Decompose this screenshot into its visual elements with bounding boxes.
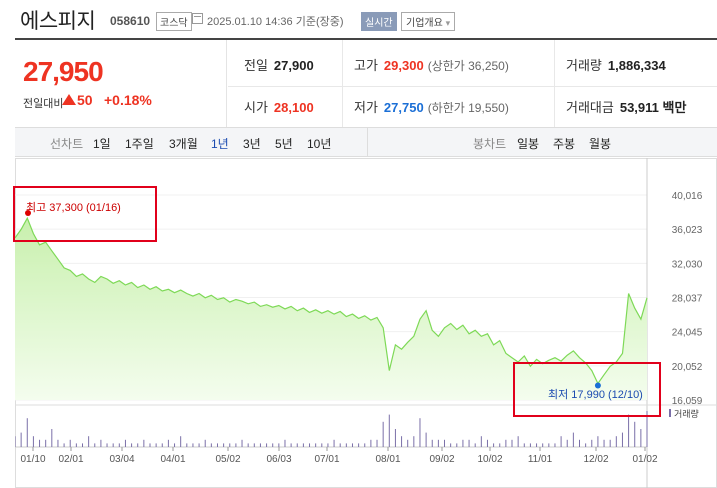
high-annotation-box (13, 186, 157, 242)
stat-low: 저가 27,750 (하한가 19,550) (354, 97, 509, 116)
x-tick-label: 02/01 (58, 454, 83, 465)
stat-label: 시가 (244, 100, 268, 115)
x-tick-label: 11/01 (528, 454, 553, 465)
current-price: 27,950 (23, 56, 104, 87)
change-value: 50 (77, 92, 93, 108)
volume-label: 거래량 (674, 408, 699, 419)
stat-value: 28,100 (273, 100, 314, 115)
x-tick-label: 09/02 (429, 454, 454, 465)
stats-divider (342, 40, 343, 127)
high-label: 최고 37,300 (01/16) (26, 202, 121, 214)
price-chart[interactable]: 40,016 36,023 32,030 28,037 24,045 20,052 16,0… (15, 158, 717, 488)
chart-period-tabs: 선차트 1일 1주일 3개월 1년 3년 5년 10년 봉차트 일봉 주봉 월봉 (15, 127, 717, 157)
y-tick-label: 40,016 (672, 191, 703, 202)
realtime-button[interactable]: 실시간 (361, 12, 397, 31)
low-marker (594, 382, 601, 389)
low-label: 최저 17,990 (12/10) (548, 389, 643, 401)
x-tick-label: 08/01 (375, 454, 400, 465)
up-arrow-icon (62, 94, 76, 105)
overview-label: 기업개요 (406, 18, 443, 29)
x-tick-label: 10/02 (477, 454, 502, 465)
stats-divider (554, 40, 555, 127)
tab-3m[interactable]: 3개월 (169, 137, 198, 151)
stat-label: 거래대금 (566, 100, 614, 115)
y-tick-label: 32,030 (672, 259, 703, 270)
chevron-down-icon: ▾ (445, 18, 451, 28)
tab-1d[interactable]: 1일 (93, 137, 111, 151)
stat-open: 시가 28,100 (244, 97, 314, 116)
y-tick-label: 36,023 (672, 225, 703, 236)
stock-header: 에스피지 058610 코스닥 2025.01.10 14:36 기준(장중) … (0, 0, 717, 38)
stat-value: 1,886,334 (607, 58, 666, 73)
x-tick-label: 01/02 (632, 454, 657, 465)
stat-amount: 거래대금 53,911 백만 (566, 97, 686, 116)
volume-legend-swatch (669, 409, 671, 417)
x-tick-label: 03/04 (109, 454, 134, 465)
price-area (15, 218, 647, 400)
stats-grid: 전일 27,900 고가 29,300 (상한가 36,250) 거래량 1,886,3… (228, 40, 717, 127)
x-tick-label: 07/01 (314, 454, 339, 465)
price-summary: 27,950 전일대비 50 +0.18% (15, 40, 227, 127)
stat-label: 전일 (244, 58, 268, 73)
y-tick-label: 16,059 (672, 396, 703, 407)
x-tick-label: 06/03 (266, 454, 291, 465)
high-marker (25, 210, 31, 216)
stat-high: 고가 29,300 (상한가 36,250) (354, 55, 509, 74)
upper-limit: (상한가 36,250) (427, 59, 509, 73)
tab-5y[interactable]: 5년 (275, 137, 293, 151)
datetime: 2025.01.10 14:36 (207, 16, 293, 28)
lower-limit: (하한가 19,550) (427, 101, 509, 115)
market-badge: 코스닥 (156, 12, 192, 31)
x-tick-label: 04/01 (160, 454, 185, 465)
tab-weekly[interactable]: 주봉 (553, 137, 576, 151)
x-tick-label: 05/02 (215, 454, 240, 465)
low-annotation-box (513, 362, 661, 417)
stat-prev: 전일 27,900 (244, 55, 314, 74)
candle-chart-label: 봉차트 (473, 137, 507, 151)
header-rule (15, 38, 717, 40)
timestamp: 2025.01.10 14:36 기준(장중) (207, 13, 344, 29)
stats-hrule (228, 86, 717, 87)
stock-code: 058610 (110, 14, 151, 28)
stat-value: 53,911 (619, 100, 659, 115)
stat-label: 저가 (354, 100, 378, 115)
y-tick-label: 28,037 (672, 294, 703, 305)
tab-1w[interactable]: 1주일 (125, 137, 154, 151)
stat-label: 고가 (354, 58, 378, 73)
tab-10y[interactable]: 10년 (307, 137, 332, 151)
tab-1y[interactable]: 1년 (211, 137, 229, 151)
x-tick-label: 01/10 (20, 454, 45, 465)
line-chart-label: 선차트 (50, 137, 84, 151)
stat-value: 27,900 (273, 58, 314, 73)
tab-3y[interactable]: 3년 (243, 137, 261, 151)
tab-divider (367, 128, 368, 156)
stat-value: 27,750 (383, 100, 424, 115)
y-tick-label: 20,052 (672, 362, 703, 373)
y-tick-label: 24,045 (672, 328, 703, 339)
stat-volume: 거래량 1,886,334 (566, 55, 666, 74)
x-tick-label: 12/02 (583, 454, 608, 465)
stat-unit: 백만 (662, 100, 687, 115)
change-label: 전일대비 (23, 98, 64, 110)
stock-name: 에스피지 (20, 10, 96, 33)
stat-label: 거래량 (566, 58, 602, 73)
change-percent: +0.18% (104, 92, 152, 108)
calendar-icon (192, 13, 203, 24)
stat-value: 29,300 (383, 58, 424, 73)
tab-monthly[interactable]: 월봉 (589, 137, 612, 151)
company-overview-dropdown[interactable]: 기업개요 ▾ (401, 12, 456, 31)
basis: 기준(장중) (295, 16, 344, 28)
tab-daily[interactable]: 일봉 (517, 137, 540, 151)
